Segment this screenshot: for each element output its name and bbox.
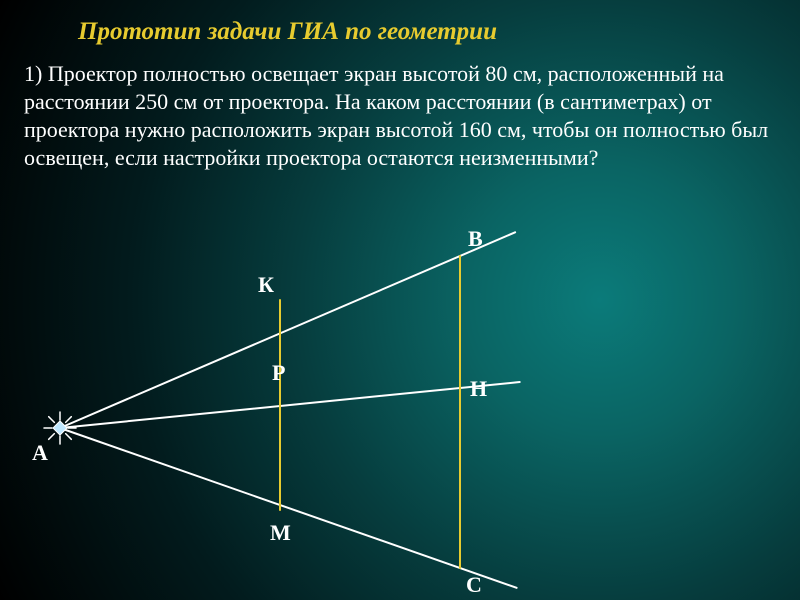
label-A: А	[32, 440, 48, 466]
label-K: К	[258, 272, 274, 298]
slide-title: Прототип задачи ГИА по геометрии	[78, 18, 497, 46]
label-H: Н	[470, 376, 487, 402]
label-C: С	[466, 572, 482, 598]
problem-text: 1) Проектор полностью освещает экран выс…	[24, 60, 776, 173]
label-M: М	[270, 520, 291, 546]
slide-stage: Прототип задачи ГИА по геометрии 1) Прое…	[0, 0, 800, 600]
label-B: В	[468, 226, 483, 252]
label-P: Р	[272, 360, 285, 386]
